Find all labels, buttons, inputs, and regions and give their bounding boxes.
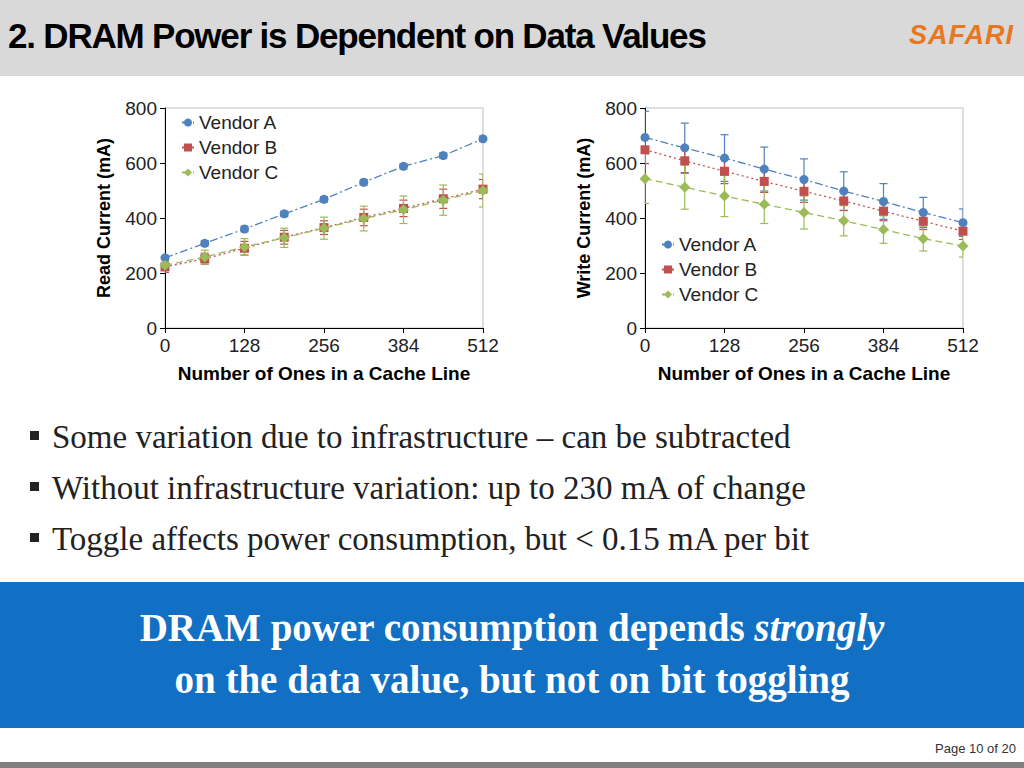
svg-text:256: 256: [788, 335, 820, 356]
svg-text:384: 384: [388, 335, 420, 356]
svg-text:Vendor B: Vendor B: [679, 259, 757, 280]
svg-text:0: 0: [160, 335, 171, 356]
html-text:Page 10 of 20: Page 10 of 20: [935, 741, 1016, 756]
svg-text:Write Current (mA): Write Current (mA): [574, 138, 594, 299]
svg-text:Number of Ones in a Cache Line: Number of Ones in a Cache Line: [658, 363, 950, 384]
svg-text:Read Current (mA): Read Current (mA): [94, 138, 114, 298]
svg-text:600: 600: [605, 153, 637, 174]
svg-text:0: 0: [146, 318, 157, 339]
svg-text:128: 128: [709, 335, 741, 356]
svg-text:0: 0: [626, 318, 637, 339]
svg-text:200: 200: [605, 263, 637, 284]
html-text:Toggle affects power consumpti: Toggle affects power consumption, but < …: [52, 521, 810, 557]
svg-text:Vendor B: Vendor B: [199, 137, 277, 158]
svg-text:Vendor C: Vendor C: [199, 162, 278, 183]
svg-text:800: 800: [125, 98, 157, 119]
svg-text:Vendor C: Vendor C: [679, 284, 758, 305]
svg-text:256: 256: [308, 335, 340, 356]
svg-text:Number of Ones in a Cache Line: Number of Ones in a Cache Line: [178, 363, 470, 384]
html-text:Without infrastructure variati: Without infrastructure variation: up to …: [52, 470, 806, 506]
svg-text:384: 384: [868, 335, 900, 356]
html-text:2. DRAM Power is Dependent on: 2. DRAM Power is Dependent on Data Value…: [8, 16, 706, 55]
svg-text:400: 400: [125, 208, 157, 229]
svg-text:200: 200: [125, 263, 157, 284]
html-text:SAFARI: SAFARI: [909, 20, 1014, 50]
html-text:on the data value, but not on: on the data value, but not on bit toggli…: [174, 658, 850, 701]
svg-text:512: 512: [947, 335, 979, 356]
svg-text:Vendor A: Vendor A: [199, 112, 276, 133]
html-text:Some variation due to infrastr: Some variation due to infrastructure – c…: [52, 419, 791, 455]
svg-text:400: 400: [605, 208, 637, 229]
svg-text:512: 512: [467, 335, 499, 356]
svg-text:128: 128: [229, 335, 261, 356]
svg-text:800: 800: [605, 98, 637, 119]
svg-text:0: 0: [640, 335, 651, 356]
svg-text:Vendor A: Vendor A: [679, 234, 756, 255]
svg-text:600: 600: [125, 153, 157, 174]
html-text:DRAM power consumption depends: DRAM power consumption depends strongly: [139, 606, 885, 649]
